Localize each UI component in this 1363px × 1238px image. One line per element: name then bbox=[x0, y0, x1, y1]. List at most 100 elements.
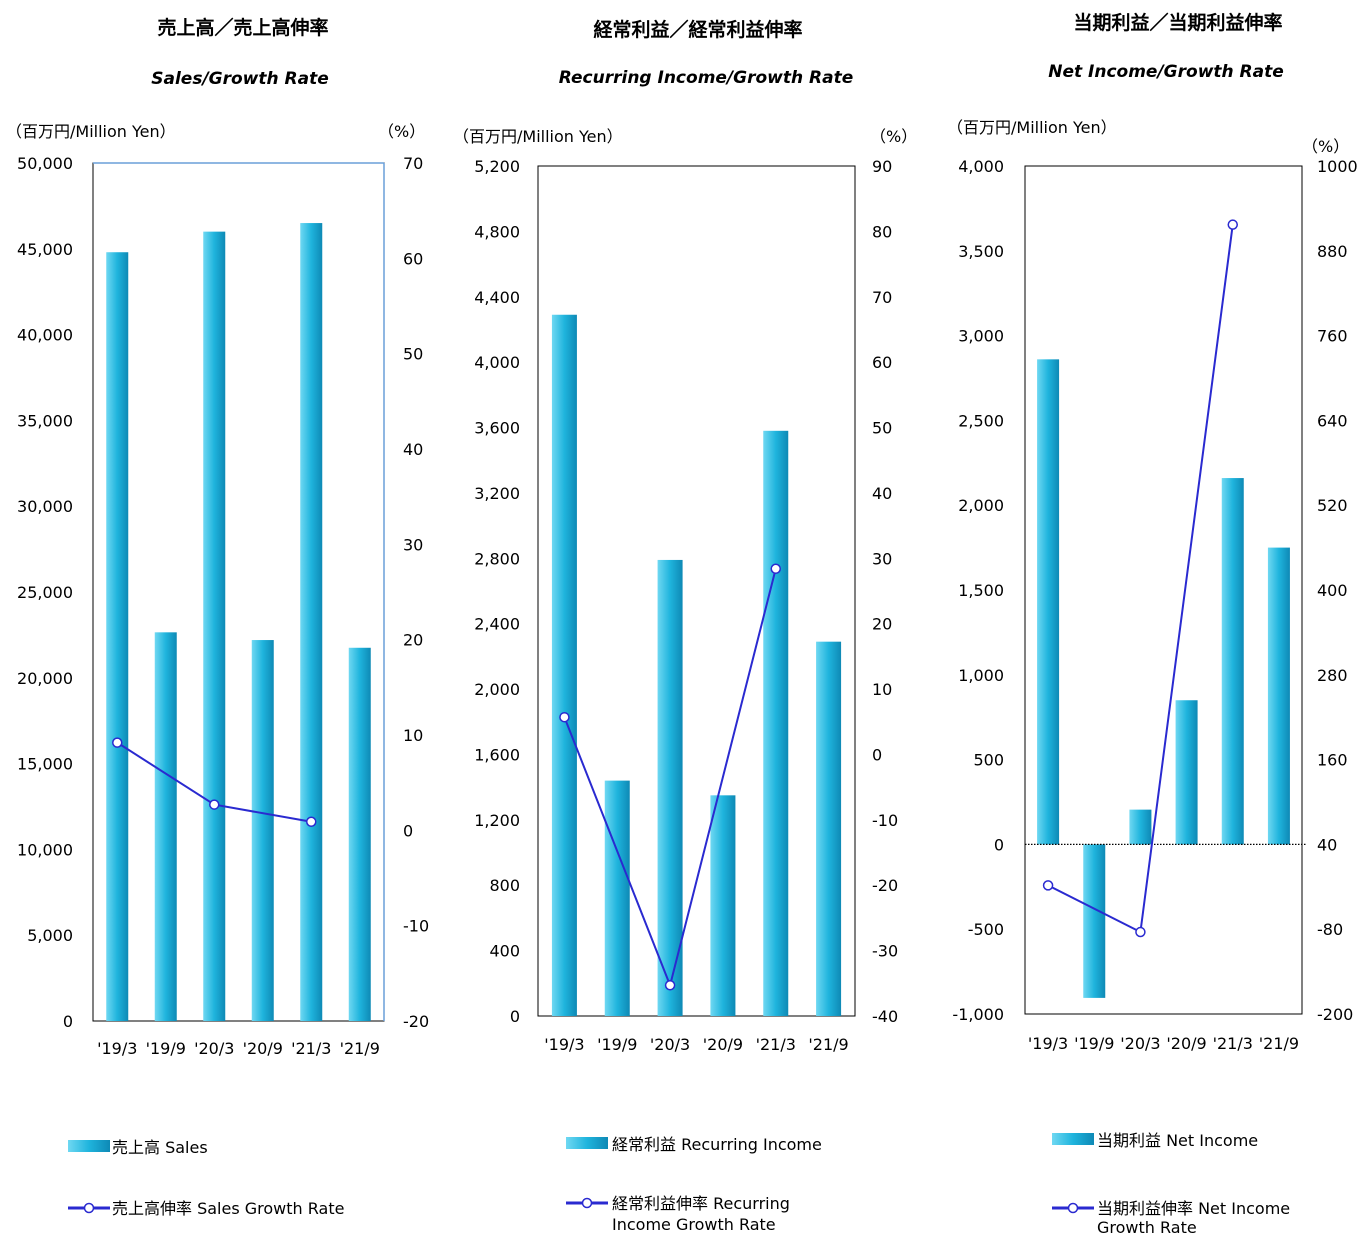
y2-tick-label: -30 bbox=[872, 942, 898, 961]
chart-subtitle: Net Income/Growth Rate bbox=[1048, 62, 1284, 82]
y-axis-unit-label: （百万円/Million Yen） bbox=[947, 118, 1117, 137]
legend-marker bbox=[1067, 1202, 1079, 1214]
y2-tick-label: 20 bbox=[403, 631, 423, 650]
bar bbox=[300, 223, 323, 1021]
plot-area bbox=[1024, 165, 1303, 1015]
y2-tick-label: 400 bbox=[1317, 581, 1348, 600]
plot-area bbox=[92, 162, 385, 1022]
x-tick-label: '20/3 bbox=[650, 1035, 690, 1054]
growth-point bbox=[306, 816, 317, 828]
legend: 経常利益 Recurring Income 経常利益伸率 Recurring I… bbox=[566, 1135, 822, 1234]
y2-tick-label: -20 bbox=[403, 1012, 429, 1031]
bar bbox=[348, 647, 371, 1021]
y2-tick-label: 0 bbox=[872, 745, 882, 764]
legend-line-label-cont: Income Growth Rate bbox=[612, 1215, 776, 1234]
x-tick-label: '21/3 bbox=[756, 1035, 796, 1054]
legend-line-label: 経常利益伸率 Recurring bbox=[612, 1194, 790, 1213]
growth-point bbox=[112, 737, 123, 748]
y2-tick-label: 10 bbox=[872, 680, 892, 699]
y-tick-label: 4,400 bbox=[474, 288, 520, 307]
growth-point bbox=[559, 711, 570, 723]
y-tick-label: 45,000 bbox=[17, 240, 73, 259]
y-tick-label: 3,000 bbox=[958, 327, 1004, 346]
growth-point bbox=[770, 563, 781, 575]
chart-subtitle: Recurring Income/Growth Rate bbox=[559, 68, 853, 88]
y2-tick-label: 1000 bbox=[1317, 157, 1358, 176]
bar bbox=[710, 795, 736, 1016]
y2-tick-label: 640 bbox=[1317, 411, 1348, 430]
y-tick-label: 1,200 bbox=[474, 811, 520, 830]
y2-tick-label: 0 bbox=[403, 821, 413, 840]
y-tick-label: -1,000 bbox=[952, 1005, 1004, 1024]
y-tick-label: 0 bbox=[994, 835, 1004, 854]
y2-tick-label: 10 bbox=[403, 726, 423, 745]
bar bbox=[1175, 700, 1198, 845]
x-tick-label: '20/9 bbox=[243, 1039, 283, 1058]
y2-tick-label: 160 bbox=[1317, 751, 1348, 770]
y-tick-label: 15,000 bbox=[17, 755, 73, 774]
growth-point bbox=[1135, 926, 1146, 938]
chart-title: 当期利益／当期利益伸率 bbox=[1073, 11, 1282, 34]
y-tick-label: 2,800 bbox=[474, 549, 520, 568]
y2-tick-label: 280 bbox=[1317, 666, 1348, 685]
y2-tick-label: 50 bbox=[872, 419, 892, 438]
y-tick-label: 50,000 bbox=[17, 154, 73, 173]
y-tick-label: 3,600 bbox=[474, 419, 520, 438]
y-tick-label: 3,200 bbox=[474, 484, 520, 503]
y-tick-label: 2,000 bbox=[958, 496, 1004, 515]
y2-tick-label: 70 bbox=[872, 288, 892, 307]
x-tick-label: '20/3 bbox=[194, 1039, 234, 1058]
y2-tick-label: 520 bbox=[1317, 496, 1348, 515]
y2-axis-unit-label: （%） bbox=[1302, 137, 1349, 156]
y2-tick-label: 90 bbox=[872, 157, 892, 176]
chart-subtitle: Sales/Growth Rate bbox=[151, 69, 329, 89]
x-tick-label: '20/9 bbox=[1166, 1034, 1206, 1053]
y2-tick-label: -20 bbox=[872, 876, 898, 895]
y2-tick-label: 880 bbox=[1317, 242, 1348, 261]
bar bbox=[604, 780, 630, 1016]
y-tick-label: 400 bbox=[489, 942, 520, 961]
y2-tick-label: 30 bbox=[403, 535, 423, 554]
legend-bar-label: 経常利益 Recurring Income bbox=[612, 1135, 822, 1154]
y2-axis-unit-label: （%） bbox=[378, 122, 425, 141]
y2-axis-unit-label: （%） bbox=[870, 127, 917, 146]
bar bbox=[1221, 478, 1244, 845]
bar bbox=[551, 314, 577, 1016]
y-tick-label: 30,000 bbox=[17, 497, 73, 516]
net-income-chart: 当期利益／当期利益伸率 Net Income/Growth Rate （百万円/… bbox=[947, 11, 1358, 1237]
legend-line-swatch bbox=[566, 1197, 608, 1209]
y-tick-label: 3,500 bbox=[958, 242, 1004, 261]
bar bbox=[154, 632, 177, 1021]
y-tick-label: 1,500 bbox=[958, 581, 1004, 600]
legend-marker bbox=[83, 1202, 95, 1214]
y2-tick-label: 40 bbox=[872, 484, 892, 503]
legend-bar-swatch bbox=[1052, 1133, 1094, 1145]
x-tick-label: '21/9 bbox=[1259, 1034, 1299, 1053]
y2-tick-label: 60 bbox=[403, 249, 423, 268]
bar bbox=[203, 231, 226, 1021]
y2-tick-label: 80 bbox=[872, 222, 892, 241]
growth-point bbox=[664, 980, 676, 991]
bar bbox=[657, 559, 683, 1016]
plot-area bbox=[537, 165, 856, 1017]
y-tick-label: 500 bbox=[973, 751, 1004, 770]
y2-tick-label: 30 bbox=[872, 549, 892, 568]
y2-tick-label: -10 bbox=[403, 917, 429, 936]
y-tick-label: 1,000 bbox=[958, 666, 1004, 685]
y-tick-label: 35,000 bbox=[17, 411, 73, 430]
y-tick-label: 40,000 bbox=[17, 326, 73, 345]
y2-tick-label: -80 bbox=[1317, 920, 1343, 939]
growth-point bbox=[209, 799, 220, 810]
chart-title: 売上高／売上高伸率 bbox=[157, 16, 328, 39]
y2-tick-label: 50 bbox=[403, 345, 423, 364]
legend-line-swatch bbox=[1052, 1202, 1094, 1214]
y2-tick-label: -40 bbox=[872, 1007, 898, 1026]
y2-tick-label: 760 bbox=[1317, 327, 1348, 346]
legend-line-label: 当期利益伸率 Net Income bbox=[1097, 1199, 1290, 1218]
legend-bar-label: 当期利益 Net Income bbox=[1097, 1131, 1258, 1150]
x-tick-label: '21/3 bbox=[1213, 1034, 1253, 1053]
y2-tick-label: 60 bbox=[872, 353, 892, 372]
growth-point bbox=[1042, 880, 1054, 891]
y-tick-label: 25,000 bbox=[17, 583, 73, 602]
